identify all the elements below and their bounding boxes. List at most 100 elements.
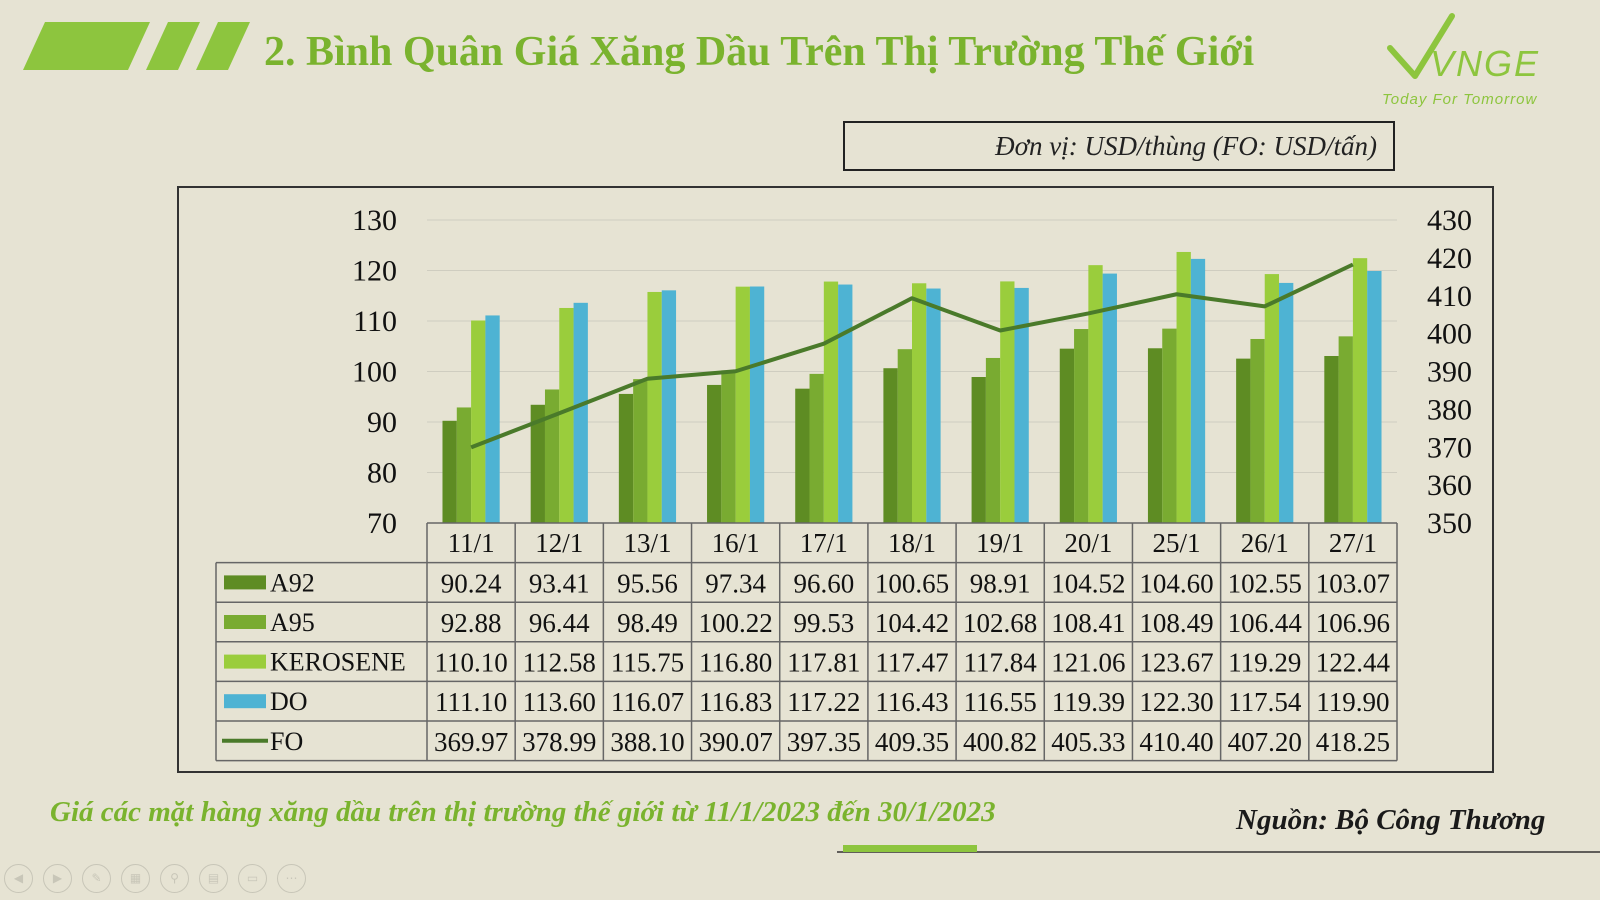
- x-tick-label: 16/1: [712, 528, 760, 558]
- data-label-a95: 102.68: [963, 608, 1037, 638]
- bar-a92: [442, 420, 457, 523]
- chart-frame: 70 80 90 100 110 120 130 350 360 370 380 390 400 410 4…: [177, 186, 1494, 773]
- data-label-a95: 108.49: [1139, 608, 1213, 638]
- data-label-do: 122.30: [1139, 687, 1213, 717]
- data-label-do: 116.43: [875, 687, 948, 717]
- bar-kerosene: [912, 283, 927, 523]
- bar-kerosene: [1088, 265, 1103, 523]
- data-label-a92: 104.52: [1051, 568, 1125, 598]
- y-tick-label: 70: [367, 507, 397, 540]
- bar-kerosene: [1352, 258, 1368, 523]
- legend-label-a95: A95: [270, 608, 315, 637]
- x-tick-label: 12/1: [535, 528, 583, 558]
- legend-label-a92: A92: [270, 568, 315, 597]
- data-label-kerosene: 112.58: [523, 648, 596, 678]
- bar-a92: [971, 377, 986, 523]
- zoom-icon[interactable]: ⚲: [160, 864, 189, 893]
- bar-a92: [1147, 348, 1163, 523]
- bar-a95: [809, 373, 824, 523]
- data-label-a95: 106.96: [1316, 608, 1390, 638]
- bar-kerosene: [1176, 251, 1191, 523]
- bar-a95: [1250, 338, 1265, 523]
- data-label-a95: 106.44: [1228, 608, 1303, 638]
- x-tick-label: 25/1: [1153, 528, 1201, 558]
- bar-a95: [1074, 329, 1089, 523]
- data-label-fo: 397.35: [787, 727, 861, 757]
- bar-a95: [721, 370, 736, 523]
- y2-tick-label: 400: [1427, 318, 1472, 351]
- data-label-fo: 378.99: [522, 727, 596, 757]
- data-label-do: 116.55: [964, 687, 1037, 717]
- data-label-kerosene: 122.44: [1316, 648, 1391, 678]
- underline-accent: [843, 845, 977, 852]
- slide-title: 2. Bình Quân Giá Xăng Dầu Trên Thị Trườn…: [264, 29, 1255, 75]
- legend-key-a95: [224, 615, 266, 629]
- data-label-fo: 400.82: [963, 727, 1037, 757]
- next-icon[interactable]: ▶: [43, 864, 72, 893]
- data-label-fo: 410.40: [1139, 727, 1213, 757]
- vnge-logo: VNGE Today For Tomorrow: [1382, 13, 1538, 108]
- x-tick-label: 27/1: [1329, 528, 1377, 558]
- bar-kerosene: [1264, 274, 1280, 523]
- data-label-fo: 390.07: [699, 727, 773, 757]
- bar-a95: [633, 379, 648, 523]
- data-label-do: 116.07: [611, 687, 684, 717]
- data-label-a92: 102.55: [1228, 568, 1302, 598]
- prev-icon[interactable]: ◀: [4, 864, 33, 893]
- bar-do: [573, 302, 588, 523]
- data-label-kerosene: 123.67: [1139, 648, 1213, 678]
- bar-kerosene: [647, 291, 662, 523]
- legend-key-a92: [224, 575, 266, 590]
- slides-icon[interactable]: ▦: [121, 864, 150, 893]
- bar-kerosene: [735, 286, 750, 523]
- bar-a92: [1324, 355, 1339, 523]
- data-label-a92: 95.56: [617, 568, 678, 598]
- y-tick-label: 100: [352, 356, 397, 389]
- bar-a92: [618, 393, 634, 523]
- data-label-fo: 409.35: [875, 727, 949, 757]
- data-label-a95: 100.22: [699, 608, 773, 638]
- data-label-kerosene: 117.81: [787, 648, 860, 678]
- subtitle-icon[interactable]: ▤: [199, 864, 228, 893]
- data-label-a92: 98.91: [970, 568, 1031, 598]
- bar-kerosene: [559, 307, 574, 523]
- data-label-a92: 93.41: [529, 568, 590, 598]
- data-label-a95: 92.88: [441, 608, 502, 638]
- bar-do: [926, 288, 941, 523]
- y2-tick-label: 410: [1427, 280, 1472, 313]
- x-tick-label: 20/1: [1064, 528, 1112, 558]
- logo-tagline: Today For Tomorrow: [1382, 91, 1537, 108]
- bar-do: [1014, 287, 1029, 523]
- pen-icon[interactable]: ✎: [82, 864, 111, 893]
- bar-do: [1367, 271, 1382, 523]
- data-label-kerosene: 119.29: [1228, 648, 1301, 678]
- data-label-a95: 98.49: [617, 608, 678, 638]
- y-tick-label: 110: [353, 305, 397, 338]
- y2-tick-label: 390: [1427, 356, 1472, 389]
- y2-tick-label: 350: [1427, 507, 1472, 540]
- x-tick-label: 13/1: [623, 528, 671, 558]
- bar-do: [485, 315, 500, 523]
- bar-do: [1102, 273, 1117, 523]
- data-label-fo: 407.20: [1228, 727, 1302, 757]
- x-tick-label: 18/1: [888, 528, 936, 558]
- legend-key-do: [224, 694, 266, 709]
- bar-do: [1190, 258, 1206, 523]
- y2-tick-label: 370: [1427, 431, 1472, 464]
- title-stripes: [23, 22, 250, 70]
- more-icon[interactable]: ⋯: [277, 864, 306, 893]
- data-label-kerosene: 121.06: [1051, 648, 1125, 678]
- chart: 70 80 90 100 110 120 130 350 360 370 380 390 400 410 4…: [215, 204, 1472, 762]
- y-tick-label: 130: [352, 204, 397, 237]
- x-tick-label: 19/1: [976, 528, 1024, 558]
- bar-a92: [1059, 348, 1075, 523]
- bar-a95: [544, 389, 560, 523]
- data-label-kerosene: 110.10: [434, 648, 507, 678]
- x-tick-label: 17/1: [800, 528, 848, 558]
- data-label-fo: 418.25: [1316, 727, 1390, 757]
- x-tick-label: 26/1: [1241, 528, 1289, 558]
- slide-controls: ◀ ▶ ✎ ▦ ⚲ ▤ ▭ ⋯: [4, 864, 306, 893]
- camera-off-icon[interactable]: ▭: [238, 864, 267, 893]
- data-label-do: 111.10: [435, 687, 507, 717]
- logo-swoosh: [1387, 13, 1455, 79]
